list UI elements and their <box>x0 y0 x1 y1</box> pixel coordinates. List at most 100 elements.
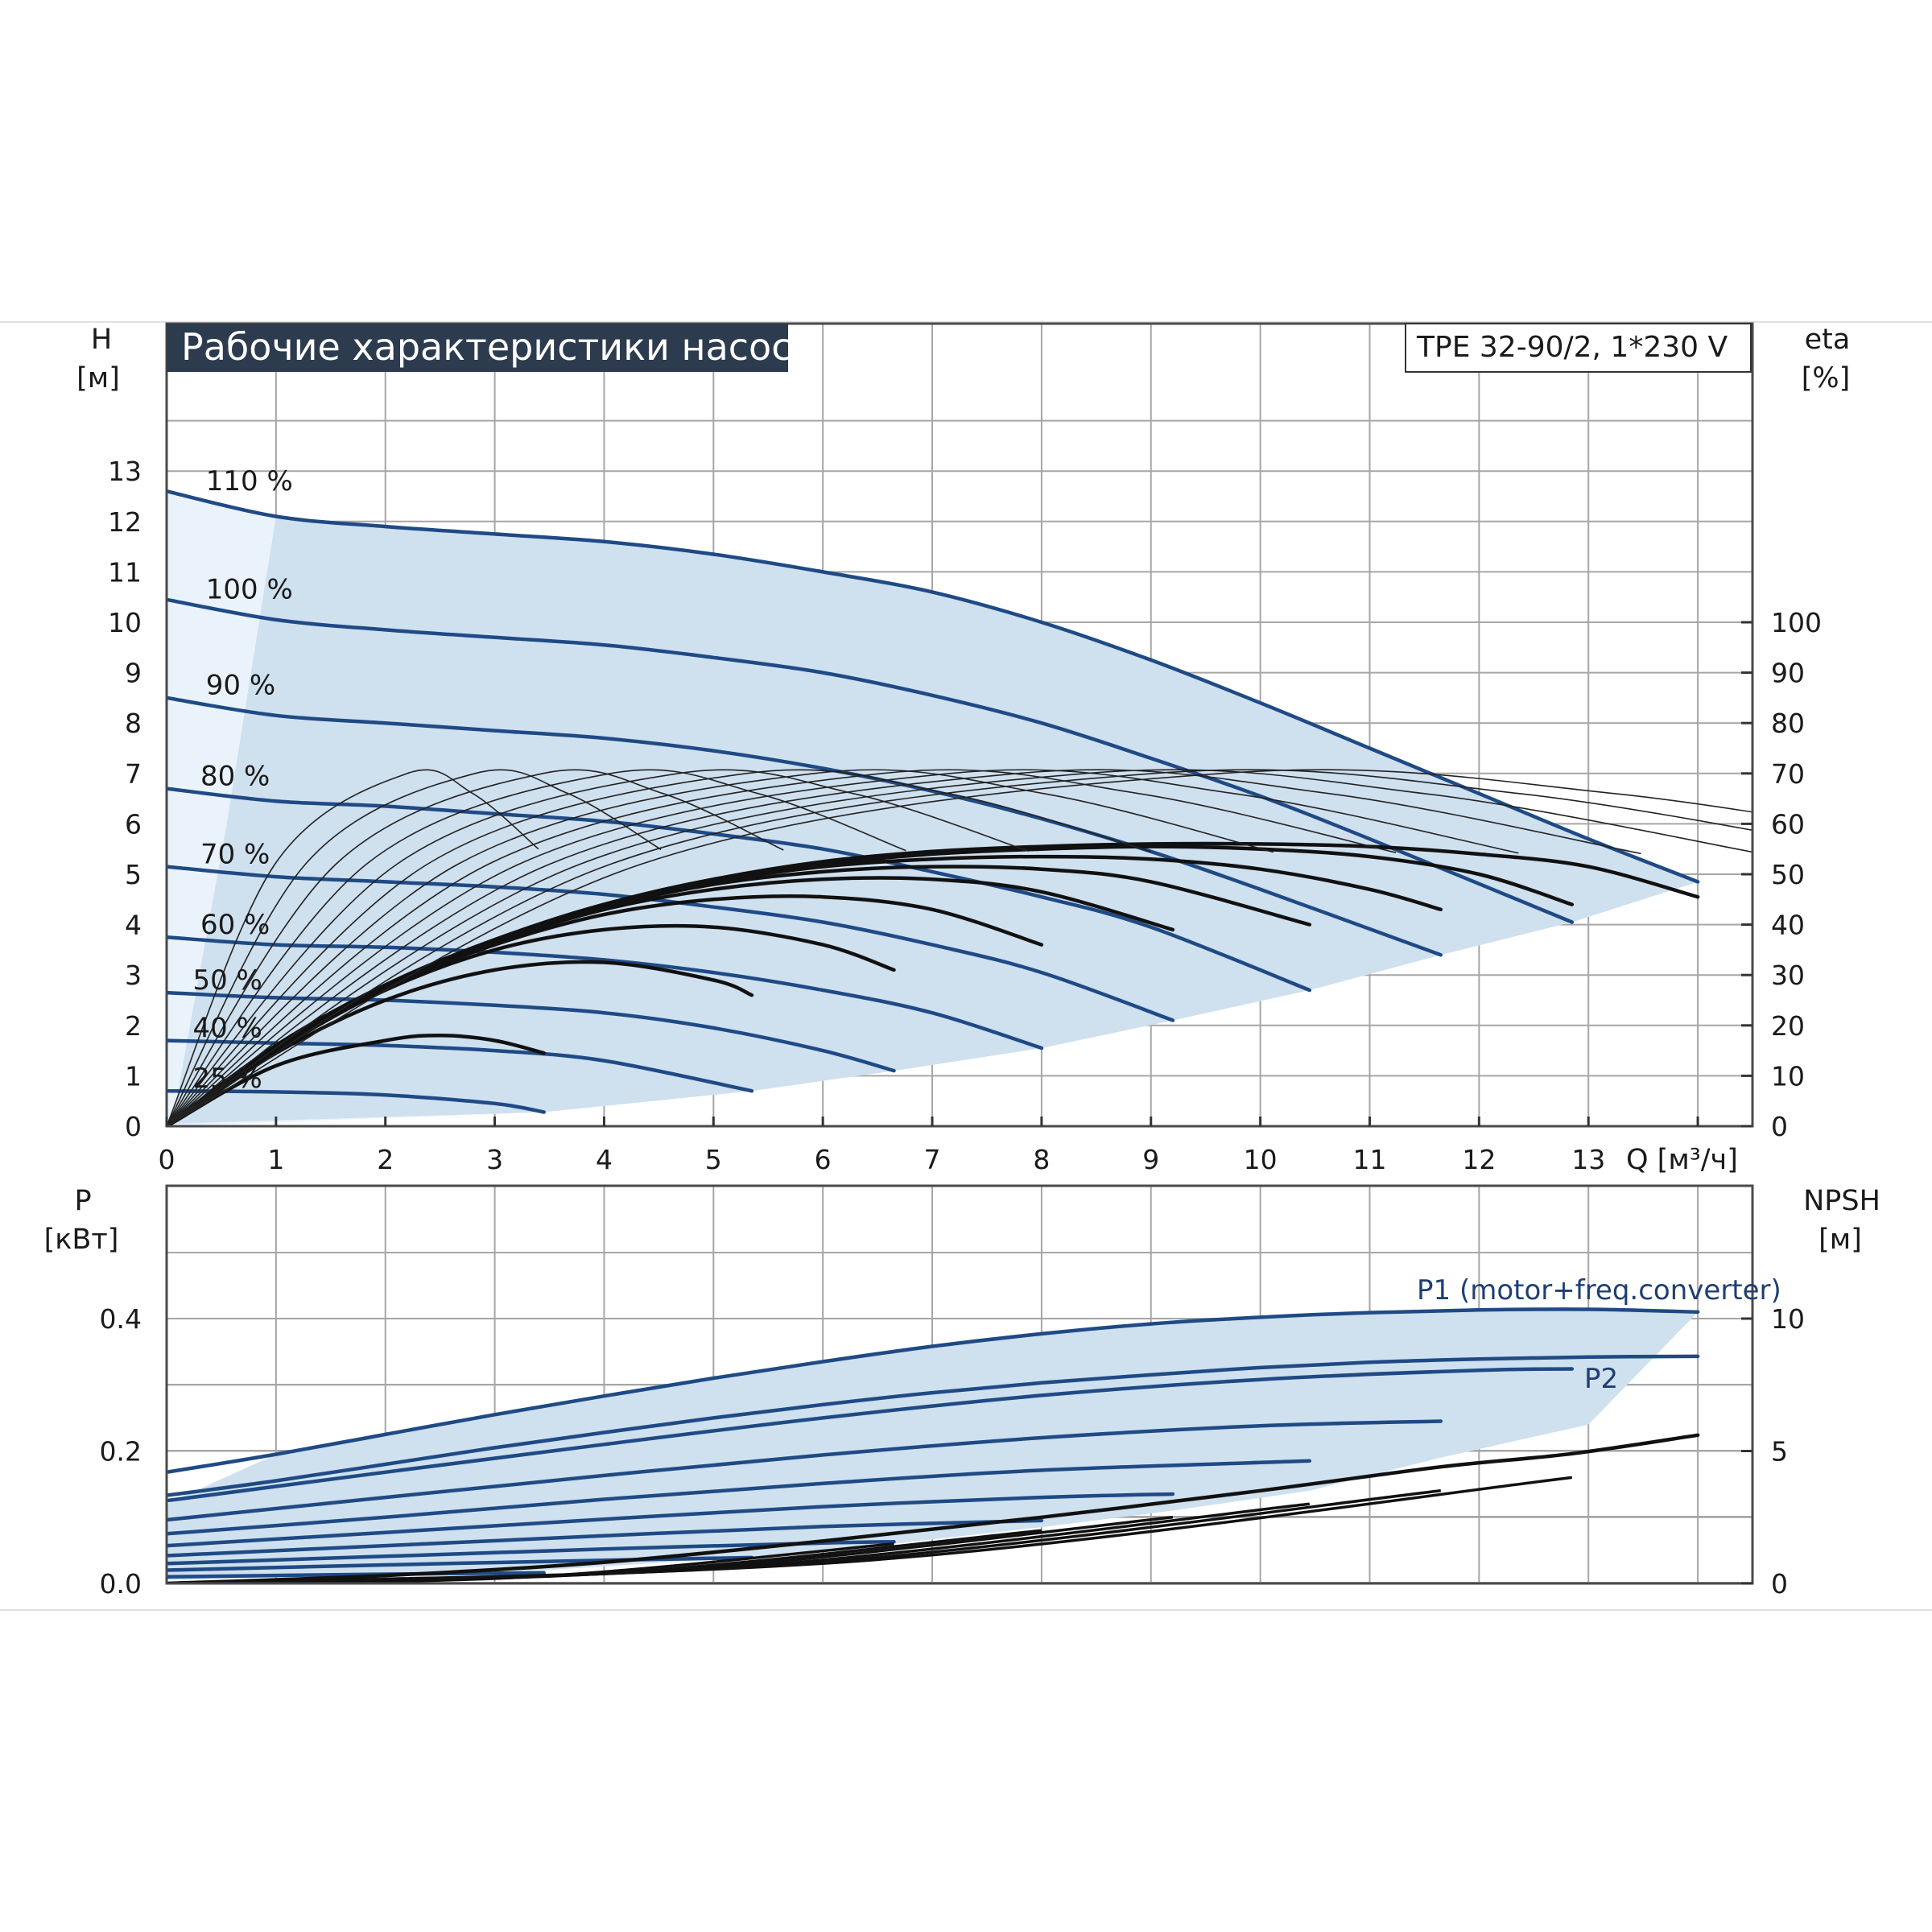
bottom-tick-labels: 0.0 0.2 0.4 0 5 10 <box>100 1303 1805 1600</box>
x-tick-label: 9 <box>1142 1144 1159 1175</box>
iso-efficiency-arc <box>167 769 1397 1126</box>
eta-curve-25 <box>167 1034 546 1126</box>
operating-area <box>171 516 1699 1124</box>
p-tick-label: 0.4 <box>100 1303 142 1335</box>
x-tick-label: 12 <box>1462 1144 1496 1175</box>
eta-curve-70 <box>167 876 1175 1126</box>
eta-tick-label: 70 <box>1771 758 1805 790</box>
npsh-tick-label: 5 <box>1771 1436 1788 1468</box>
top-frame <box>165 322 1754 1128</box>
iso-efficiency-arc <box>167 769 1752 1126</box>
power-curve <box>167 1367 1575 1503</box>
speed-curve-label: 110 % <box>206 465 293 497</box>
h-axis-symbol: H <box>91 324 112 356</box>
h-tick-label: 1 <box>125 1060 142 1092</box>
npsh-curve <box>167 1433 1700 1583</box>
eta-tick-label: 50 <box>1771 859 1805 890</box>
npsh-tick-label: 0 <box>1771 1568 1788 1600</box>
eta-tick-label: 20 <box>1771 1010 1805 1042</box>
h-tick-label: 11 <box>108 556 142 588</box>
npsh-branch-curve <box>167 1476 1573 1583</box>
h-tick-label: 2 <box>125 1010 142 1042</box>
head-curve-100 <box>167 597 1575 924</box>
power-curve <box>167 1307 1700 1475</box>
bottom-curves <box>167 1307 1700 1583</box>
h-tick-label: 6 <box>125 808 142 840</box>
power-curve <box>167 1419 1443 1522</box>
h-tick-label: 7 <box>125 758 142 790</box>
eta-tick-label: 90 <box>1771 658 1805 689</box>
x-tick-label: 3 <box>486 1144 503 1175</box>
chart-title: Рабочие характеристики насоса <box>181 325 815 369</box>
iso-efficiency-arc <box>167 769 1152 1126</box>
power-npsh-panel: P [кВт] NPSH [м] P1 (motor+freq.converte… <box>44 1184 1880 1600</box>
x-tick-label: 11 <box>1352 1144 1386 1175</box>
top-tick-labels: 0 1 2 3 4 5 6 7 8 9 10 11 12 130123456789101112130102… <box>108 456 1822 1175</box>
speed-curve-label: 50 % <box>192 964 262 997</box>
power-curve <box>167 1354 1700 1497</box>
top-curves <box>167 489 1752 1126</box>
h-tick-label: 9 <box>125 658 142 689</box>
head-curve-50 <box>167 990 896 1073</box>
speed-curve-label: 25 % <box>192 1063 262 1095</box>
p-axis-unit: [кВт] <box>44 1224 119 1256</box>
eta-tick-label: 60 <box>1771 808 1805 840</box>
npsh-axis-symbol: NPSH <box>1803 1185 1880 1217</box>
power-curve <box>167 1459 1312 1536</box>
eta-tick-label: 30 <box>1771 960 1805 991</box>
h-tick-label: 13 <box>108 456 142 487</box>
head-curve-110 <box>167 489 1700 884</box>
x-tick-label: 6 <box>815 1144 832 1175</box>
head-efficiency-panel: Рабочие характеристики насоса TPE 32-90/… <box>76 322 1851 1176</box>
h-tick-label: 0 <box>125 1111 142 1142</box>
h-axis-unit: [м] <box>76 362 120 394</box>
bottom-frame <box>165 1184 1754 1585</box>
speed-curve-label: 60 % <box>200 909 270 941</box>
title-box <box>167 324 788 372</box>
speed-curve-label: 40 % <box>192 1012 262 1044</box>
x-tick-label: 1 <box>267 1144 284 1175</box>
power-curve <box>167 1492 1175 1548</box>
x-tick-label: 0 <box>159 1144 175 1175</box>
h-tick-label: 12 <box>108 506 142 538</box>
h-tick-label: 3 <box>125 960 142 991</box>
eta-axis-symbol: eta <box>1805 324 1851 356</box>
iso-efficiency-arc <box>167 769 1274 1126</box>
x-tick-label: 2 <box>377 1144 394 1175</box>
x-tick-label: 10 <box>1244 1144 1278 1175</box>
x-tick-label: 8 <box>1033 1144 1050 1175</box>
speed-curve-label: 80 % <box>200 760 270 792</box>
q-axis-label: Q [м³/ч] <box>1626 1144 1738 1176</box>
eta-curve-50 <box>167 923 896 1126</box>
head-curve-25 <box>167 1088 546 1114</box>
eta-tick-label: 80 <box>1771 708 1805 739</box>
npsh-tick-label: 10 <box>1771 1303 1805 1335</box>
iso-efficiency-arc <box>167 769 539 1126</box>
eta-curve-60 <box>167 894 1044 1126</box>
iso-efficiency-arc <box>167 769 1641 1126</box>
p-tick-label: 0.0 <box>100 1568 142 1600</box>
head-curve-80 <box>167 786 1312 993</box>
model-box <box>1405 323 1752 373</box>
x-tick-label: 13 <box>1571 1144 1605 1175</box>
x-tick-label: 5 <box>705 1144 722 1175</box>
power-curve <box>167 1539 896 1566</box>
head-curve-90 <box>167 696 1443 957</box>
iso-efficiency-arc <box>167 769 1752 1126</box>
eta-tick-label: 10 <box>1771 1060 1805 1092</box>
iso-efficiency-arc <box>167 769 1029 1126</box>
p-tick-label: 0.2 <box>100 1436 142 1468</box>
eta-tick-label: 0 <box>1771 1111 1788 1142</box>
iso-efficiency-arc <box>167 769 784 1126</box>
speed-curve-labels: 110 % 100 % 90 % 80 % 70 % 60 % 50 % 40 % 25 % <box>192 465 292 1095</box>
iso-efficiency-arc <box>167 769 662 1126</box>
p-axis-symbol: P <box>74 1185 91 1217</box>
h-tick-label: 4 <box>125 910 142 941</box>
eta-axis-unit: [%] <box>1802 362 1851 394</box>
h-tick-label: 5 <box>125 859 142 890</box>
power-curve <box>167 1518 1044 1558</box>
p1-curve-label: P1 (motor+freq.converter) <box>1417 1274 1781 1307</box>
speed-curve-label: 70 % <box>200 838 270 870</box>
eta-tick-label: 100 <box>1771 607 1822 638</box>
